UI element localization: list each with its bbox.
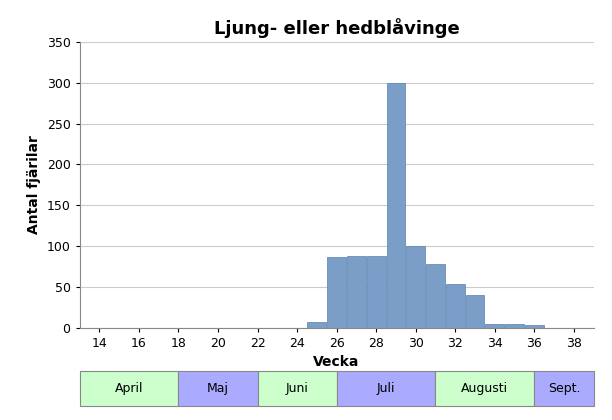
- Bar: [534, 371, 594, 406]
- Bar: [179, 371, 258, 406]
- Title: Ljung- eller hedblåvinge: Ljung- eller hedblåvinge: [214, 18, 460, 38]
- X-axis label: Vecka: Vecka: [313, 355, 360, 369]
- Text: Juni: Juni: [286, 382, 308, 395]
- Bar: [446, 284, 465, 328]
- Bar: [485, 323, 504, 328]
- Bar: [436, 371, 534, 406]
- Bar: [525, 325, 543, 328]
- Bar: [505, 323, 524, 328]
- Bar: [347, 256, 366, 328]
- Text: Maj: Maj: [207, 382, 229, 395]
- Text: Juli: Juli: [377, 382, 395, 395]
- Bar: [337, 371, 436, 406]
- Bar: [80, 371, 179, 406]
- Text: Sept.: Sept.: [548, 382, 580, 395]
- Text: April: April: [114, 382, 143, 395]
- Bar: [406, 246, 425, 328]
- Text: Augusti: Augusti: [461, 382, 509, 395]
- Bar: [367, 256, 386, 328]
- Bar: [307, 322, 326, 328]
- Bar: [327, 257, 346, 328]
- Bar: [426, 264, 445, 328]
- Bar: [466, 295, 484, 328]
- Bar: [387, 83, 405, 328]
- Y-axis label: Antal fjärilar: Antal fjärilar: [27, 135, 41, 234]
- Bar: [258, 371, 337, 406]
